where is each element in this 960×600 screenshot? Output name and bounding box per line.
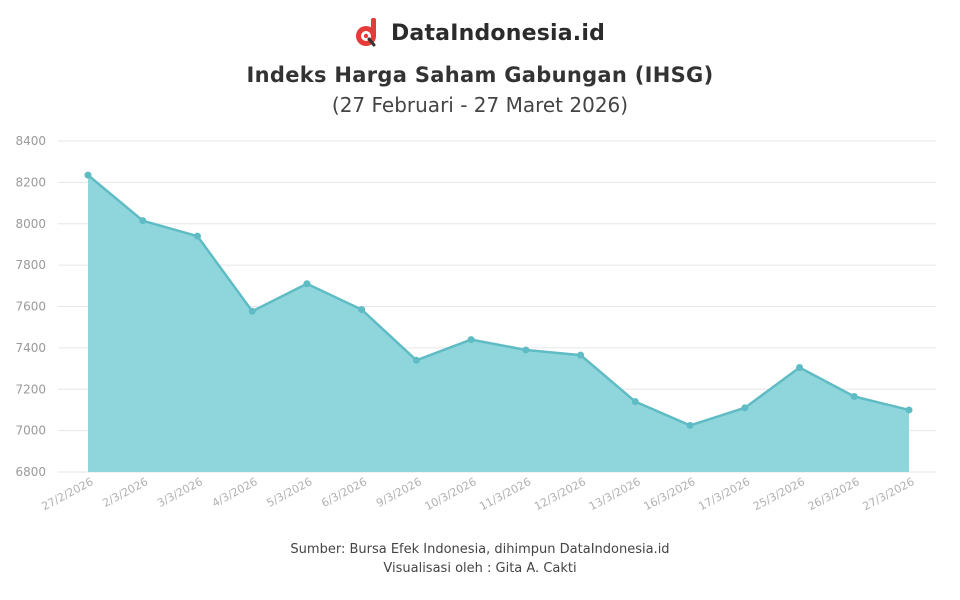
brand-name: DataIndonesia.id [390,20,606,46]
x-tick-label: 10/3/2026 [423,475,479,513]
area-fill [88,175,909,472]
x-tick-label: 4/3/2026 [210,475,260,510]
x-tick-label: 9/3/2026 [374,475,424,510]
y-tick-label: 7800 [15,258,46,272]
x-tick-label: 6/3/2026 [319,475,369,510]
chart-title: Indeks Harga Saham Gabungan (IHSG) [246,63,714,87]
y-tick-label: 6800 [15,465,46,479]
data-point [741,404,749,412]
y-tick-label: 7000 [15,424,46,438]
data-point [796,364,804,372]
x-tick-label: 16/3/2026 [642,475,698,513]
data-point [686,421,694,429]
series-line [87,174,910,427]
x-axis: 27/2/2026 2/3/2026 3/3/2026 4/3/2026 5/3/202… [40,475,917,513]
data-point [850,392,858,400]
chart-subtitle: (27 Februari - 27 Maret 2026) [331,93,629,117]
x-tick-label: 17/3/2026 [696,475,752,513]
credit-note: Visualisasi oleh : Gita A. Cakti [383,561,577,576]
x-tick-label: 2/3/2026 [100,475,150,510]
y-tick-label: 7400 [15,341,46,355]
y-tick-label: 7200 [15,382,46,396]
data-point [905,406,913,414]
data-point [248,307,256,315]
data-point [467,336,475,344]
data-point [412,356,420,364]
y-tick-label: 8200 [15,175,46,189]
dataindonesia-logo-icon [355,18,376,47]
y-tick-label: 8000 [15,217,46,231]
x-tick-label: 25/3/2026 [751,475,807,513]
data-point [84,171,92,179]
source-note: Sumber: Bursa Efek Indonesia, dihimpun D… [290,542,670,557]
x-tick-label: 5/3/2026 [265,475,315,510]
y-tick-label: 8400 [15,134,46,148]
x-tick-label: 3/3/2026 [155,475,205,510]
x-tick-label: 27/2/2026 [40,475,96,513]
x-tick-label: 13/3/2026 [587,475,643,513]
data-point [139,217,147,225]
data-point [358,306,366,314]
data-point [193,232,201,240]
area-series [84,171,913,472]
x-tick-label: 27/3/2026 [861,475,917,513]
data-point [577,351,585,359]
data-point [303,280,311,288]
data-point [631,398,639,406]
y-tick-label: 7600 [15,300,46,314]
x-tick-label: 26/3/2026 [806,475,862,513]
data-point [522,346,530,354]
brand-header: DataIndonesia.id [0,18,960,48]
x-tick-label: 12/3/2026 [532,475,588,513]
x-tick-label: 11/3/2026 [477,475,533,513]
y-axis: 6800 7000 7200 7400 7600 7800 8000 8200 8400 [15,134,46,479]
